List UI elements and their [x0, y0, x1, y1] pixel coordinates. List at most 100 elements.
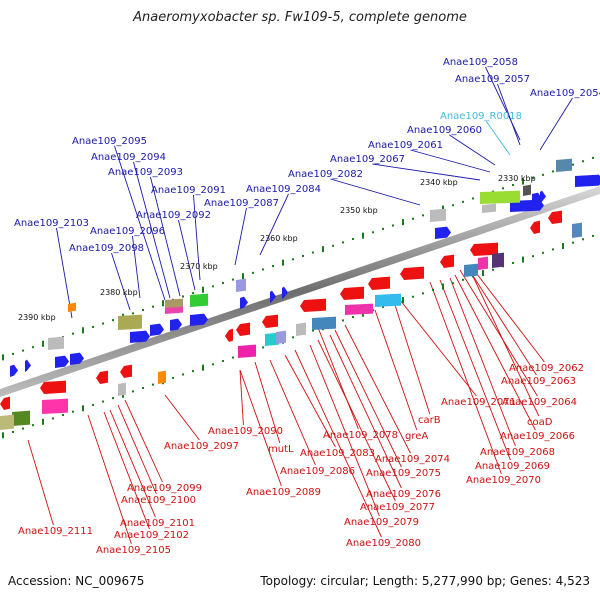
scale-tick [582, 160, 584, 163]
gene-label: mutL [268, 444, 294, 455]
scale-tick [572, 163, 574, 166]
reverse-gene [96, 370, 108, 384]
genome-backbone [0, 186, 600, 397]
scale-tick [412, 217, 414, 220]
scale-tick [132, 390, 134, 393]
forward-gene [25, 359, 31, 372]
feature-block [375, 293, 401, 307]
forward-gene [270, 290, 276, 303]
reverse-gene [400, 266, 424, 280]
gene-label: Anae109_2079 [344, 517, 419, 528]
scale-tick [522, 178, 524, 185]
gene-label: Anae109_2058 [443, 57, 518, 68]
callout-line [164, 394, 200, 441]
scale-tick [162, 300, 164, 307]
scale-tick [352, 316, 354, 319]
forward-gene [240, 296, 248, 309]
scale-tick [12, 352, 14, 355]
scale-tick [142, 387, 144, 390]
forward-gene [435, 226, 451, 239]
gene-label: Anae109_2068 [480, 447, 555, 458]
gene-label: Anae109_2076 [366, 489, 441, 500]
scale-tick [192, 370, 194, 373]
callout-line [485, 66, 521, 141]
scale-label: 2370 kbp [180, 262, 218, 271]
feature-track [0, 158, 600, 430]
callout-line [178, 219, 196, 291]
gene-label: Anae109_2084 [246, 184, 321, 195]
accession: Accession: NC_009675 [8, 574, 145, 588]
reverse-gene [530, 220, 540, 234]
scale-tick [272, 265, 274, 268]
scale-tick [52, 417, 54, 420]
scale-tick [82, 405, 84, 412]
feature-block [523, 184, 531, 196]
scale-tick [352, 238, 354, 241]
scale-tick [442, 205, 444, 212]
callout-line [269, 359, 316, 466]
gene-label: Anae109_2090 [208, 426, 283, 437]
scale-tick [2, 354, 4, 361]
feature-block [480, 190, 520, 204]
callout-line [329, 334, 402, 489]
scale-ring [2, 156, 594, 439]
reverse-gene [40, 380, 66, 394]
callout-line [284, 354, 336, 448]
gene-label: Anae109_2094 [91, 152, 166, 163]
scale-tick [232, 278, 234, 281]
gene-label: Anae109_2064 [502, 397, 577, 408]
gene-label: Anae109_2093 [108, 167, 183, 178]
scale-tick [202, 364, 204, 371]
gene-label: Anae109_2096 [90, 226, 165, 237]
scale-tick [92, 403, 94, 406]
feature-block [312, 316, 336, 330]
feature-block [158, 370, 166, 384]
callout-line [27, 439, 54, 526]
feature-block [492, 252, 504, 268]
scale-tick [512, 261, 514, 264]
gene-label: coaD [527, 417, 553, 428]
scale-tick [212, 363, 214, 366]
callout-line [374, 309, 418, 431]
gene-label: Anae109_2087 [204, 198, 279, 209]
scale-tick [22, 427, 24, 430]
scale-tick [102, 400, 104, 403]
scale-tick [142, 309, 144, 312]
scale-tick [552, 170, 554, 173]
scale-tick [2, 432, 4, 439]
gene-label: Anae109_2061 [368, 140, 443, 151]
scale-tick [422, 214, 424, 217]
scale-tick [362, 232, 364, 239]
gene-label: greA [405, 431, 428, 442]
gene-label: Anae109_2105 [96, 545, 171, 556]
callout-line [259, 193, 289, 256]
scale-tick [72, 332, 74, 335]
scale-tick [552, 248, 554, 251]
callout-line [469, 269, 540, 417]
scale-label: 2380 kbp [100, 288, 138, 297]
scale-tick [452, 204, 454, 207]
feature-block [68, 302, 76, 312]
scale-tick [222, 359, 224, 362]
reverse-gene [368, 276, 390, 290]
forward-gene [532, 192, 542, 205]
scale-tick [472, 197, 474, 200]
gene-label: Anae109_2111 [18, 526, 93, 537]
feature-block [265, 332, 279, 346]
scale-tick [192, 292, 194, 295]
feature-block [165, 306, 183, 314]
scale-tick [472, 275, 474, 278]
scale-tick [202, 286, 204, 293]
scale-tick [292, 336, 294, 339]
scale-tick [432, 288, 434, 291]
feature-block [118, 314, 142, 330]
gene-label: Anae109_2098 [69, 243, 144, 254]
callout-line [459, 269, 538, 397]
callout-line [309, 344, 380, 517]
gene-label: Anae109_2075 [366, 468, 441, 479]
gene-label: Anae109_2060 [407, 125, 482, 136]
gene-label: Anae109_2097 [164, 441, 239, 452]
feature-block [190, 293, 208, 307]
callout-line [150, 176, 181, 297]
scale-tick [42, 340, 44, 347]
